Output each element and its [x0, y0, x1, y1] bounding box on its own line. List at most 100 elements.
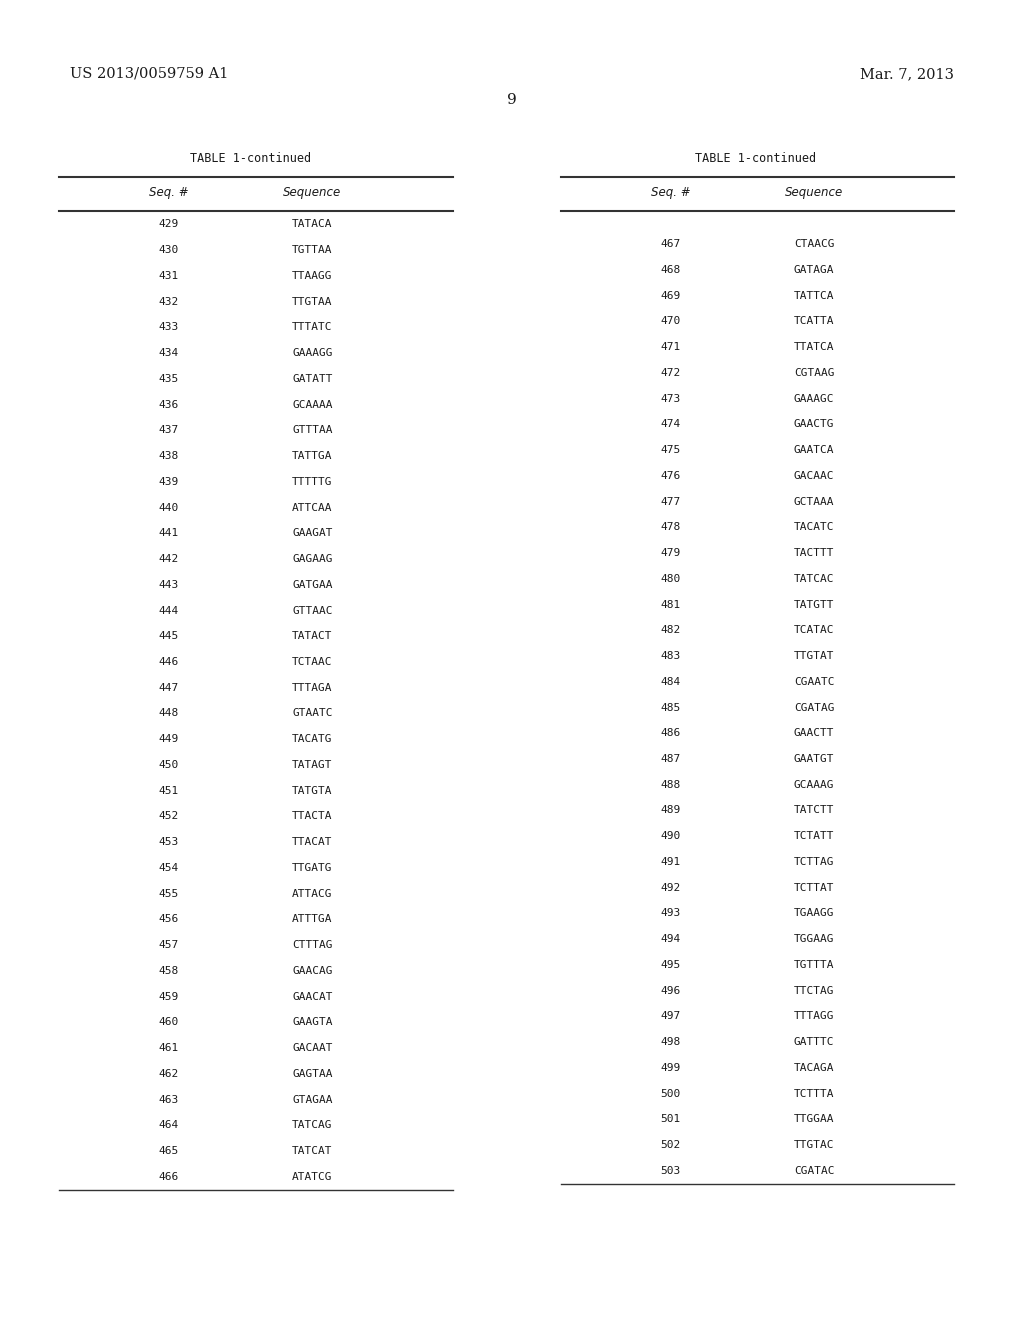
- Text: 465: 465: [159, 1146, 179, 1156]
- Text: 443: 443: [159, 579, 179, 590]
- Text: 9: 9: [507, 94, 517, 107]
- Text: TTGTAC: TTGTAC: [794, 1140, 835, 1150]
- Text: TATCAG: TATCAG: [292, 1121, 333, 1130]
- Text: GAAGTA: GAAGTA: [292, 1018, 333, 1027]
- Text: ATATCG: ATATCG: [292, 1172, 333, 1181]
- Text: TATTCA: TATTCA: [794, 290, 835, 301]
- Text: GAACTG: GAACTG: [794, 420, 835, 429]
- Text: TABLE 1-continued: TABLE 1-continued: [190, 152, 311, 165]
- Text: 494: 494: [660, 935, 681, 944]
- Text: TCATTA: TCATTA: [794, 317, 835, 326]
- Text: CGAATC: CGAATC: [794, 677, 835, 686]
- Text: Sequence: Sequence: [785, 186, 843, 199]
- Text: TTGTAA: TTGTAA: [292, 297, 333, 306]
- Text: TCTTAT: TCTTAT: [794, 883, 835, 892]
- Text: GTTAAC: GTTAAC: [292, 606, 333, 615]
- Text: 486: 486: [660, 729, 681, 738]
- Text: GCAAAG: GCAAAG: [794, 780, 835, 789]
- Text: 496: 496: [660, 986, 681, 995]
- Text: TACAGA: TACAGA: [794, 1063, 835, 1073]
- Text: GCAAAA: GCAAAA: [292, 400, 333, 409]
- Text: TGAAGG: TGAAGG: [794, 908, 835, 919]
- Text: GACAAT: GACAAT: [292, 1043, 333, 1053]
- Text: 441: 441: [159, 528, 179, 539]
- Text: TTGATG: TTGATG: [292, 863, 333, 873]
- Text: TATACA: TATACA: [292, 219, 333, 230]
- Text: 493: 493: [660, 908, 681, 919]
- Text: TTAAGG: TTAAGG: [292, 271, 333, 281]
- Text: TATGTA: TATGTA: [292, 785, 333, 796]
- Text: 495: 495: [660, 960, 681, 970]
- Text: TCTTTA: TCTTTA: [794, 1089, 835, 1098]
- Text: 492: 492: [660, 883, 681, 892]
- Text: TCTATT: TCTATT: [794, 832, 835, 841]
- Text: TATAGT: TATAGT: [292, 760, 333, 770]
- Text: CTTTAG: CTTTAG: [292, 940, 333, 950]
- Text: 432: 432: [159, 297, 179, 306]
- Text: 472: 472: [660, 368, 681, 378]
- Text: 498: 498: [660, 1038, 681, 1047]
- Text: 489: 489: [660, 805, 681, 816]
- Text: 502: 502: [660, 1140, 681, 1150]
- Text: 464: 464: [159, 1121, 179, 1130]
- Text: 431: 431: [159, 271, 179, 281]
- Text: 479: 479: [660, 548, 681, 558]
- Text: GAATCA: GAATCA: [794, 445, 835, 455]
- Text: TCTTAG: TCTTAG: [794, 857, 835, 867]
- Text: 470: 470: [660, 317, 681, 326]
- Text: 454: 454: [159, 863, 179, 873]
- Text: TACATG: TACATG: [292, 734, 333, 744]
- Text: GACAAC: GACAAC: [794, 471, 835, 480]
- Text: 455: 455: [159, 888, 179, 899]
- Text: 488: 488: [660, 780, 681, 789]
- Text: GAACAT: GAACAT: [292, 991, 333, 1002]
- Text: CGATAG: CGATAG: [794, 702, 835, 713]
- Text: 483: 483: [660, 651, 681, 661]
- Text: 468: 468: [660, 265, 681, 275]
- Text: 497: 497: [660, 1011, 681, 1022]
- Text: US 2013/0059759 A1: US 2013/0059759 A1: [70, 67, 228, 81]
- Text: CGTAAG: CGTAAG: [794, 368, 835, 378]
- Text: TTTTTG: TTTTTG: [292, 477, 333, 487]
- Text: GAAAGC: GAAAGC: [794, 393, 835, 404]
- Text: 459: 459: [159, 991, 179, 1002]
- Text: TTGGAA: TTGGAA: [794, 1114, 835, 1125]
- Text: 491: 491: [660, 857, 681, 867]
- Text: 430: 430: [159, 246, 179, 255]
- Text: GTAATC: GTAATC: [292, 709, 333, 718]
- Text: 440: 440: [159, 503, 179, 512]
- Text: ATTTGA: ATTTGA: [292, 915, 333, 924]
- Text: 481: 481: [660, 599, 681, 610]
- Text: 445: 445: [159, 631, 179, 642]
- Text: GAGAAG: GAGAAG: [292, 554, 333, 564]
- Text: 485: 485: [660, 702, 681, 713]
- Text: 453: 453: [159, 837, 179, 847]
- Text: GATGAA: GATGAA: [292, 579, 333, 590]
- Text: TTTAGG: TTTAGG: [794, 1011, 835, 1022]
- Text: 499: 499: [660, 1063, 681, 1073]
- Text: 461: 461: [159, 1043, 179, 1053]
- Text: TATCAT: TATCAT: [292, 1146, 333, 1156]
- Text: 442: 442: [159, 554, 179, 564]
- Text: 457: 457: [159, 940, 179, 950]
- Text: Seq. #: Seq. #: [651, 186, 690, 199]
- Text: TCTAAC: TCTAAC: [292, 657, 333, 667]
- Text: 482: 482: [660, 626, 681, 635]
- Text: 473: 473: [660, 393, 681, 404]
- Text: 450: 450: [159, 760, 179, 770]
- Text: 444: 444: [159, 606, 179, 615]
- Text: GAACTT: GAACTT: [794, 729, 835, 738]
- Text: 439: 439: [159, 477, 179, 487]
- Text: TATCAC: TATCAC: [794, 574, 835, 583]
- Text: TGTTAA: TGTTAA: [292, 246, 333, 255]
- Text: 462: 462: [159, 1069, 179, 1078]
- Text: TACATC: TACATC: [794, 523, 835, 532]
- Text: TTACAT: TTACAT: [292, 837, 333, 847]
- Text: 475: 475: [660, 445, 681, 455]
- Text: TATGTT: TATGTT: [794, 599, 835, 610]
- Text: 458: 458: [159, 966, 179, 975]
- Text: GATAGA: GATAGA: [794, 265, 835, 275]
- Text: GAATGT: GAATGT: [794, 754, 835, 764]
- Text: 460: 460: [159, 1018, 179, 1027]
- Text: TGGAAG: TGGAAG: [794, 935, 835, 944]
